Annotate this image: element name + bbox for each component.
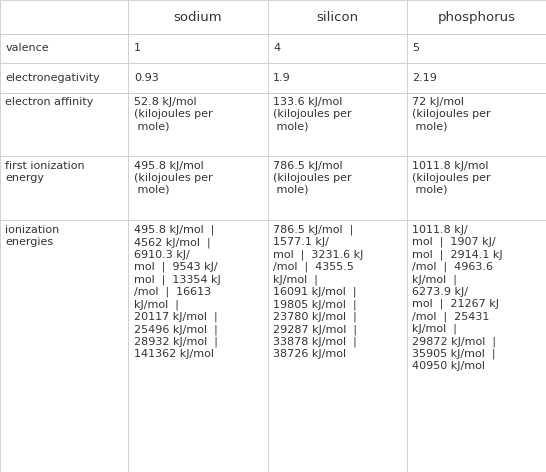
- Bar: [128, 93, 268, 156]
- Text: 1011.8 kJ/mol
(kilojoules per
 mole): 1011.8 kJ/mol (kilojoules per mole): [412, 161, 491, 195]
- Bar: [268, 156, 407, 220]
- Text: 4: 4: [273, 43, 280, 53]
- Bar: [407, 220, 546, 472]
- Bar: [0, 63, 128, 93]
- Bar: [128, 156, 268, 220]
- Bar: [128, 0, 268, 34]
- Bar: [407, 156, 546, 220]
- Bar: [128, 34, 268, 63]
- Bar: [407, 0, 546, 34]
- Text: 495.8 kJ/mol  |
4562 kJ/mol  |
6910.3 kJ/
mol  |  9543 kJ/
mol  |  13354 kJ
/mol: 495.8 kJ/mol | 4562 kJ/mol | 6910.3 kJ/ …: [134, 225, 221, 359]
- Text: electronegativity: electronegativity: [5, 73, 100, 83]
- Text: 1011.8 kJ/
mol  |  1907 kJ/
mol  |  2914.1 kJ
/mol  |  4963.6
kJ/mol  |
6273.9 k: 1011.8 kJ/ mol | 1907 kJ/ mol | 2914.1 k…: [412, 225, 503, 371]
- Bar: [268, 34, 407, 63]
- Bar: [407, 34, 546, 63]
- Bar: [268, 0, 407, 34]
- Text: 52.8 kJ/mol
(kilojoules per
 mole): 52.8 kJ/mol (kilojoules per mole): [134, 97, 212, 131]
- Text: electron affinity: electron affinity: [5, 97, 94, 107]
- Text: sodium: sodium: [174, 11, 222, 24]
- Text: 786.5 kJ/mol
(kilojoules per
 mole): 786.5 kJ/mol (kilojoules per mole): [273, 161, 352, 195]
- Text: 2.19: 2.19: [412, 73, 437, 83]
- Bar: [268, 220, 407, 472]
- Bar: [268, 93, 407, 156]
- Bar: [128, 220, 268, 472]
- Text: silicon: silicon: [316, 11, 358, 24]
- Bar: [0, 0, 128, 34]
- Bar: [268, 63, 407, 93]
- Bar: [128, 63, 268, 93]
- Bar: [407, 93, 546, 156]
- Text: 1.9: 1.9: [273, 73, 291, 83]
- Text: ionization
energies: ionization energies: [5, 225, 60, 247]
- Bar: [0, 156, 128, 220]
- Text: 72 kJ/mol
(kilojoules per
 mole): 72 kJ/mol (kilojoules per mole): [412, 97, 491, 131]
- Bar: [0, 34, 128, 63]
- Bar: [0, 93, 128, 156]
- Text: first ionization
energy: first ionization energy: [5, 161, 85, 183]
- Text: 786.5 kJ/mol  |
1577.1 kJ/
mol  |  3231.6 kJ
/mol  |  4355.5
kJ/mol  |
16091 kJ/: 786.5 kJ/mol | 1577.1 kJ/ mol | 3231.6 k…: [273, 225, 364, 359]
- Text: 5: 5: [412, 43, 419, 53]
- Text: 1: 1: [134, 43, 141, 53]
- Bar: [407, 63, 546, 93]
- Text: 495.8 kJ/mol
(kilojoules per
 mole): 495.8 kJ/mol (kilojoules per mole): [134, 161, 212, 195]
- Text: 0.93: 0.93: [134, 73, 158, 83]
- Text: valence: valence: [5, 43, 49, 53]
- Bar: [0, 220, 128, 472]
- Text: phosphorus: phosphorus: [437, 11, 515, 24]
- Text: 133.6 kJ/mol
(kilojoules per
 mole): 133.6 kJ/mol (kilojoules per mole): [273, 97, 352, 131]
